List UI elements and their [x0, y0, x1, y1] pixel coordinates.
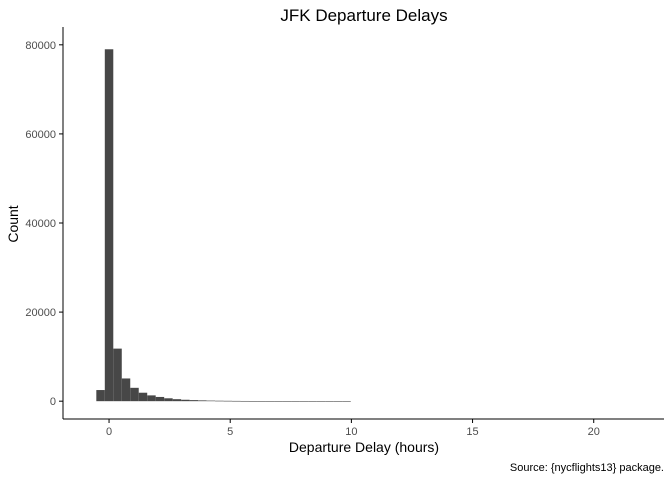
x-tick-label: 5 — [227, 426, 233, 438]
histogram-bar — [257, 401, 266, 402]
histogram-bar — [248, 401, 258, 402]
histogram-bar — [325, 401, 334, 402]
histogram-bar — [223, 400, 233, 402]
y-axis-ticks: 0 20000 40000 60000 80000 — [25, 40, 63, 408]
histogram-bar — [104, 49, 114, 402]
y-tick-label: 60000 — [25, 129, 56, 141]
histogram-bar — [138, 392, 148, 402]
histogram-bar — [232, 400, 241, 402]
histogram-bar — [240, 400, 249, 402]
x-tick-label: 20 — [588, 426, 600, 438]
y-tick-label: 0 — [50, 396, 56, 408]
x-tick-label: 15 — [466, 426, 478, 438]
histogram-bar — [215, 400, 224, 402]
y-tick-label: 40000 — [25, 218, 56, 230]
x-axis-title: Departure Delay (hours) — [289, 439, 439, 455]
x-tick-label: 0 — [106, 426, 112, 438]
histogram-bars — [96, 49, 351, 402]
histogram-bar — [164, 398, 173, 402]
histogram-bar — [155, 396, 165, 402]
histogram-bar — [198, 400, 207, 402]
histogram-bar — [147, 395, 156, 402]
histogram-bar — [282, 401, 292, 402]
histogram-bar — [206, 400, 216, 402]
histogram-bar — [342, 401, 351, 402]
y-tick-label: 80000 — [25, 40, 56, 52]
histogram-bar — [291, 401, 300, 402]
histogram-bar — [333, 401, 343, 402]
y-tick-label: 20000 — [25, 307, 56, 319]
histogram-bar — [308, 401, 317, 402]
histogram-bar — [316, 401, 326, 402]
x-axis-ticks: 0 5 10 15 20 — [106, 419, 600, 438]
histogram-bar — [113, 348, 122, 402]
histogram-bar — [299, 401, 309, 402]
histogram-bar — [265, 401, 275, 402]
y-axis-title: Count — [5, 205, 21, 242]
chart-caption: Source: {nycflights13} package. — [510, 462, 664, 474]
histogram-bar — [96, 390, 105, 402]
chart-title: JFK Departure Delays — [280, 6, 447, 25]
histogram-bar — [121, 378, 131, 402]
histogram-bar — [130, 387, 139, 402]
histogram-bar — [181, 399, 190, 402]
histogram-bar — [189, 400, 199, 402]
histogram-bar — [274, 401, 283, 402]
x-tick-label: 10 — [345, 426, 357, 438]
histogram-bar — [172, 399, 182, 402]
